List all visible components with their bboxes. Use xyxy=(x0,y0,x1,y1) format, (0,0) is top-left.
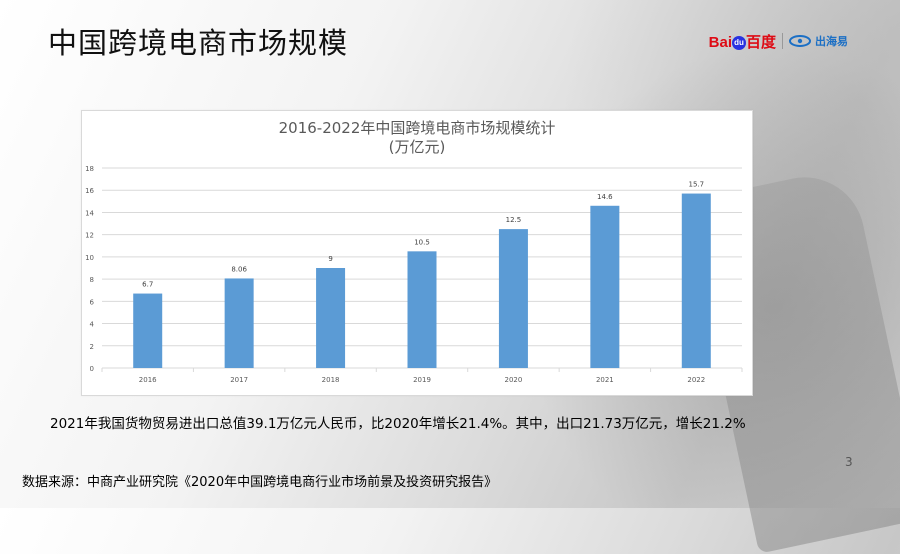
baidu-logo: Bai du 百度 xyxy=(709,31,776,52)
y-tick-label: 18 xyxy=(85,165,94,173)
bar xyxy=(590,205,620,368)
y-tick-label: 8 xyxy=(90,276,94,284)
chart-title-line1: 2016-2022年中国跨境电商市场规模统计 xyxy=(278,119,556,137)
page-number: 3 xyxy=(845,455,853,469)
baidu-logo-text: Bai xyxy=(708,33,732,51)
slide-title: 中国跨境电商市场规模 xyxy=(48,26,349,60)
x-tick-label: 2022 xyxy=(687,376,705,384)
x-tick-label: 2018 xyxy=(322,376,340,384)
y-tick-label: 10 xyxy=(85,254,94,262)
bar xyxy=(133,293,163,368)
chart-title-line2: (万亿元) xyxy=(388,138,446,156)
y-tick-label: 0 xyxy=(90,365,94,373)
x-tick-label: 2021 xyxy=(596,376,614,384)
bar-chart: 0 2 4 6 8 10 12 14 16 18 6.7 2016 8.06 2017 9 2018 10.5 2… xyxy=(85,165,743,384)
data-label: 6.7 xyxy=(142,281,153,289)
bar xyxy=(407,251,437,368)
logo-area: Bai du 百度 出海易 xyxy=(709,30,848,52)
y-tick-label: 14 xyxy=(85,209,94,217)
baidu-logo-cn: 百度 xyxy=(745,33,776,51)
y-tick-label: 12 xyxy=(85,232,94,240)
data-label: 15.7 xyxy=(688,181,704,189)
summary-paragraph: 2021年我国货物贸易进出口总值39.1万亿元人民币，比2020年增长21.4%… xyxy=(50,416,746,432)
bar xyxy=(498,229,528,368)
chuhaiyi-logo-icon xyxy=(789,35,811,47)
bar xyxy=(681,193,711,368)
chart-container: 2016-2022年中国跨境电商市场规模统计 (万亿元) 0 2 4 6 8 10 12 14… xyxy=(81,110,753,396)
baidu-paw-icon: du xyxy=(731,35,746,50)
chuhaiyi-logo: 出海易 xyxy=(789,33,848,49)
y-tick-label: 16 xyxy=(85,187,94,195)
y-tick-label: 2 xyxy=(90,343,94,351)
y-tick-label: 4 xyxy=(90,321,95,329)
x-tick-label: 2020 xyxy=(505,376,523,384)
x-tick-label: 2019 xyxy=(413,376,431,384)
data-source: 数据来源：中商产业研究院《2020年中国跨境电商行业市场前景及投资研究报告》 xyxy=(22,475,498,490)
data-label: 12.5 xyxy=(506,216,522,224)
data-label: 8.06 xyxy=(231,265,247,273)
data-label: 10.5 xyxy=(414,238,430,246)
x-tick-label: 2016 xyxy=(139,376,157,384)
logo-divider xyxy=(782,33,783,49)
x-tick-label: 2017 xyxy=(230,376,248,384)
chuhaiyi-logo-text: 出海易 xyxy=(815,35,848,48)
bar xyxy=(224,278,254,368)
bar xyxy=(316,268,346,368)
data-label: 14.6 xyxy=(597,193,613,201)
y-tick-label: 6 xyxy=(90,298,95,306)
data-label: 9 xyxy=(328,255,332,263)
